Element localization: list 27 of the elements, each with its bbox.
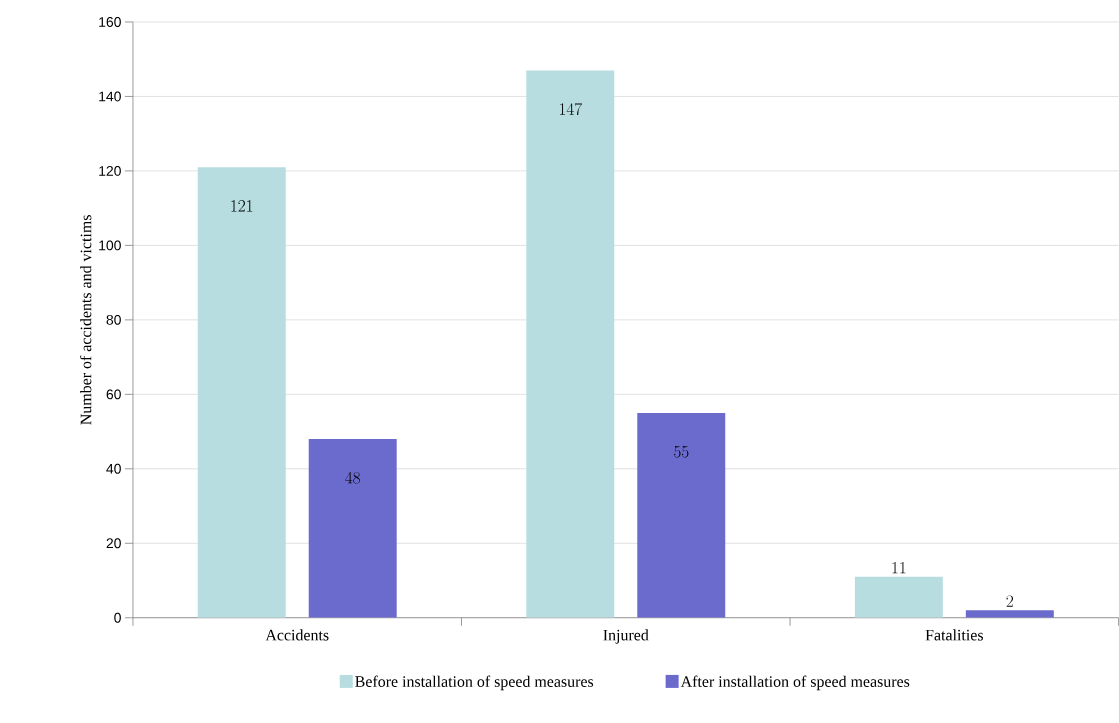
x-tick-label: Fatalities — [925, 629, 983, 641]
legend-label: Before installation of speed measures — [355, 675, 594, 691]
y-tick-label: 40 — [106, 464, 121, 474]
data-label: 2 — [1006, 595, 1014, 607]
y-tick-label: 120 — [99, 166, 121, 176]
bar — [308, 439, 397, 618]
y-tick-label: 20 — [106, 538, 121, 549]
data-label: 55 — [674, 446, 689, 458]
bar — [526, 70, 615, 618]
data-label: 11 — [892, 562, 906, 574]
bar — [965, 610, 1054, 618]
y-tick-label: 60 — [106, 389, 121, 400]
x-tick-label: Injured — [603, 629, 649, 644]
y-axis-title: Number of accidents and victims — [79, 215, 92, 425]
y-tick-label: 160 — [99, 17, 121, 28]
bar — [197, 167, 286, 618]
y-tick-label: 80 — [106, 315, 121, 325]
data-label: 121 — [231, 200, 253, 212]
bar — [854, 576, 943, 618]
x-tick-label: Accidents — [265, 629, 329, 641]
y-tick-label: 140 — [99, 91, 121, 102]
y-tick-label: 0 — [114, 612, 121, 623]
legend-label: After installation of speed measures — [680, 675, 910, 691]
bar — [637, 413, 726, 618]
data-label: 48 — [345, 471, 361, 484]
data-label: 147 — [559, 103, 582, 116]
y-tick-label: 100 — [99, 240, 121, 251]
